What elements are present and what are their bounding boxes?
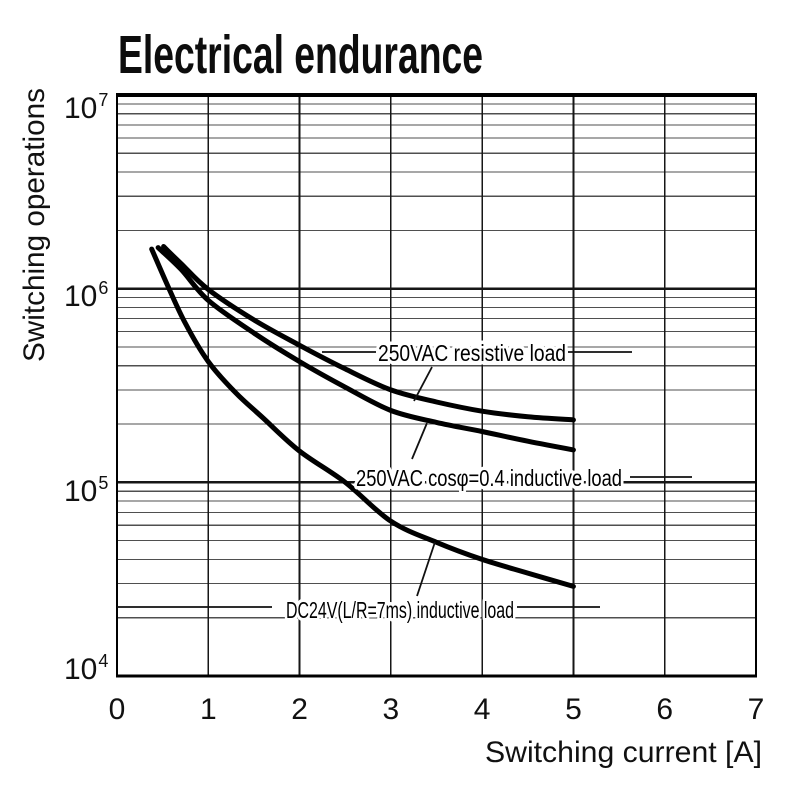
label-dc24v-inductive-load: DC24V(L/R=7ms) inductive load (286, 597, 514, 623)
x-tick-label: 1 (200, 693, 217, 726)
curves (149, 244, 576, 589)
label-250vac-resistive-load-leader (413, 366, 433, 402)
curve-250vac-cosphi-inductive-load (155, 245, 576, 453)
grid-lines (115, 93, 758, 678)
y-tick-label: 106 (64, 278, 108, 313)
x-tick-label: 6 (656, 693, 673, 726)
label-250vac-resistive-load: 250VAC resistive load (378, 340, 566, 366)
x-tick-label: 2 (291, 693, 308, 726)
y-tick-label: 105 (64, 473, 108, 508)
chart-title: Electrical endurance (118, 25, 483, 85)
x-tick-label: 4 (474, 693, 491, 726)
x-axis-title: Switching current [A] (485, 736, 762, 769)
label-250vac-cosphi-inductive-load-leader (411, 422, 428, 460)
x-tick-label: 0 (109, 693, 126, 726)
y-axis-title: Switching operations (18, 88, 51, 362)
curve-250vac-resistive-load (161, 244, 576, 423)
x-tick-label: 5 (565, 693, 582, 726)
label-250vac-cosphi-inductive-load: 250VAC cosφ=0.4 inductive load (356, 465, 622, 491)
curve-labels: 250VAC resistive load 250VAC cosφ=0.4 ind… (117, 337, 692, 627)
y-tick-label: 104 (64, 651, 108, 686)
x-tick-label: 7 (748, 693, 765, 726)
label-dc24v-inductive-load-leader (416, 541, 436, 597)
x-tick-label: 3 (383, 693, 400, 726)
axis-ticks: 0 1 2 3 4 5 6 7 107 106 105 104 (64, 90, 764, 726)
curve-dc24v-inductive-load (149, 246, 576, 589)
y-tick-label: 107 (64, 90, 108, 125)
